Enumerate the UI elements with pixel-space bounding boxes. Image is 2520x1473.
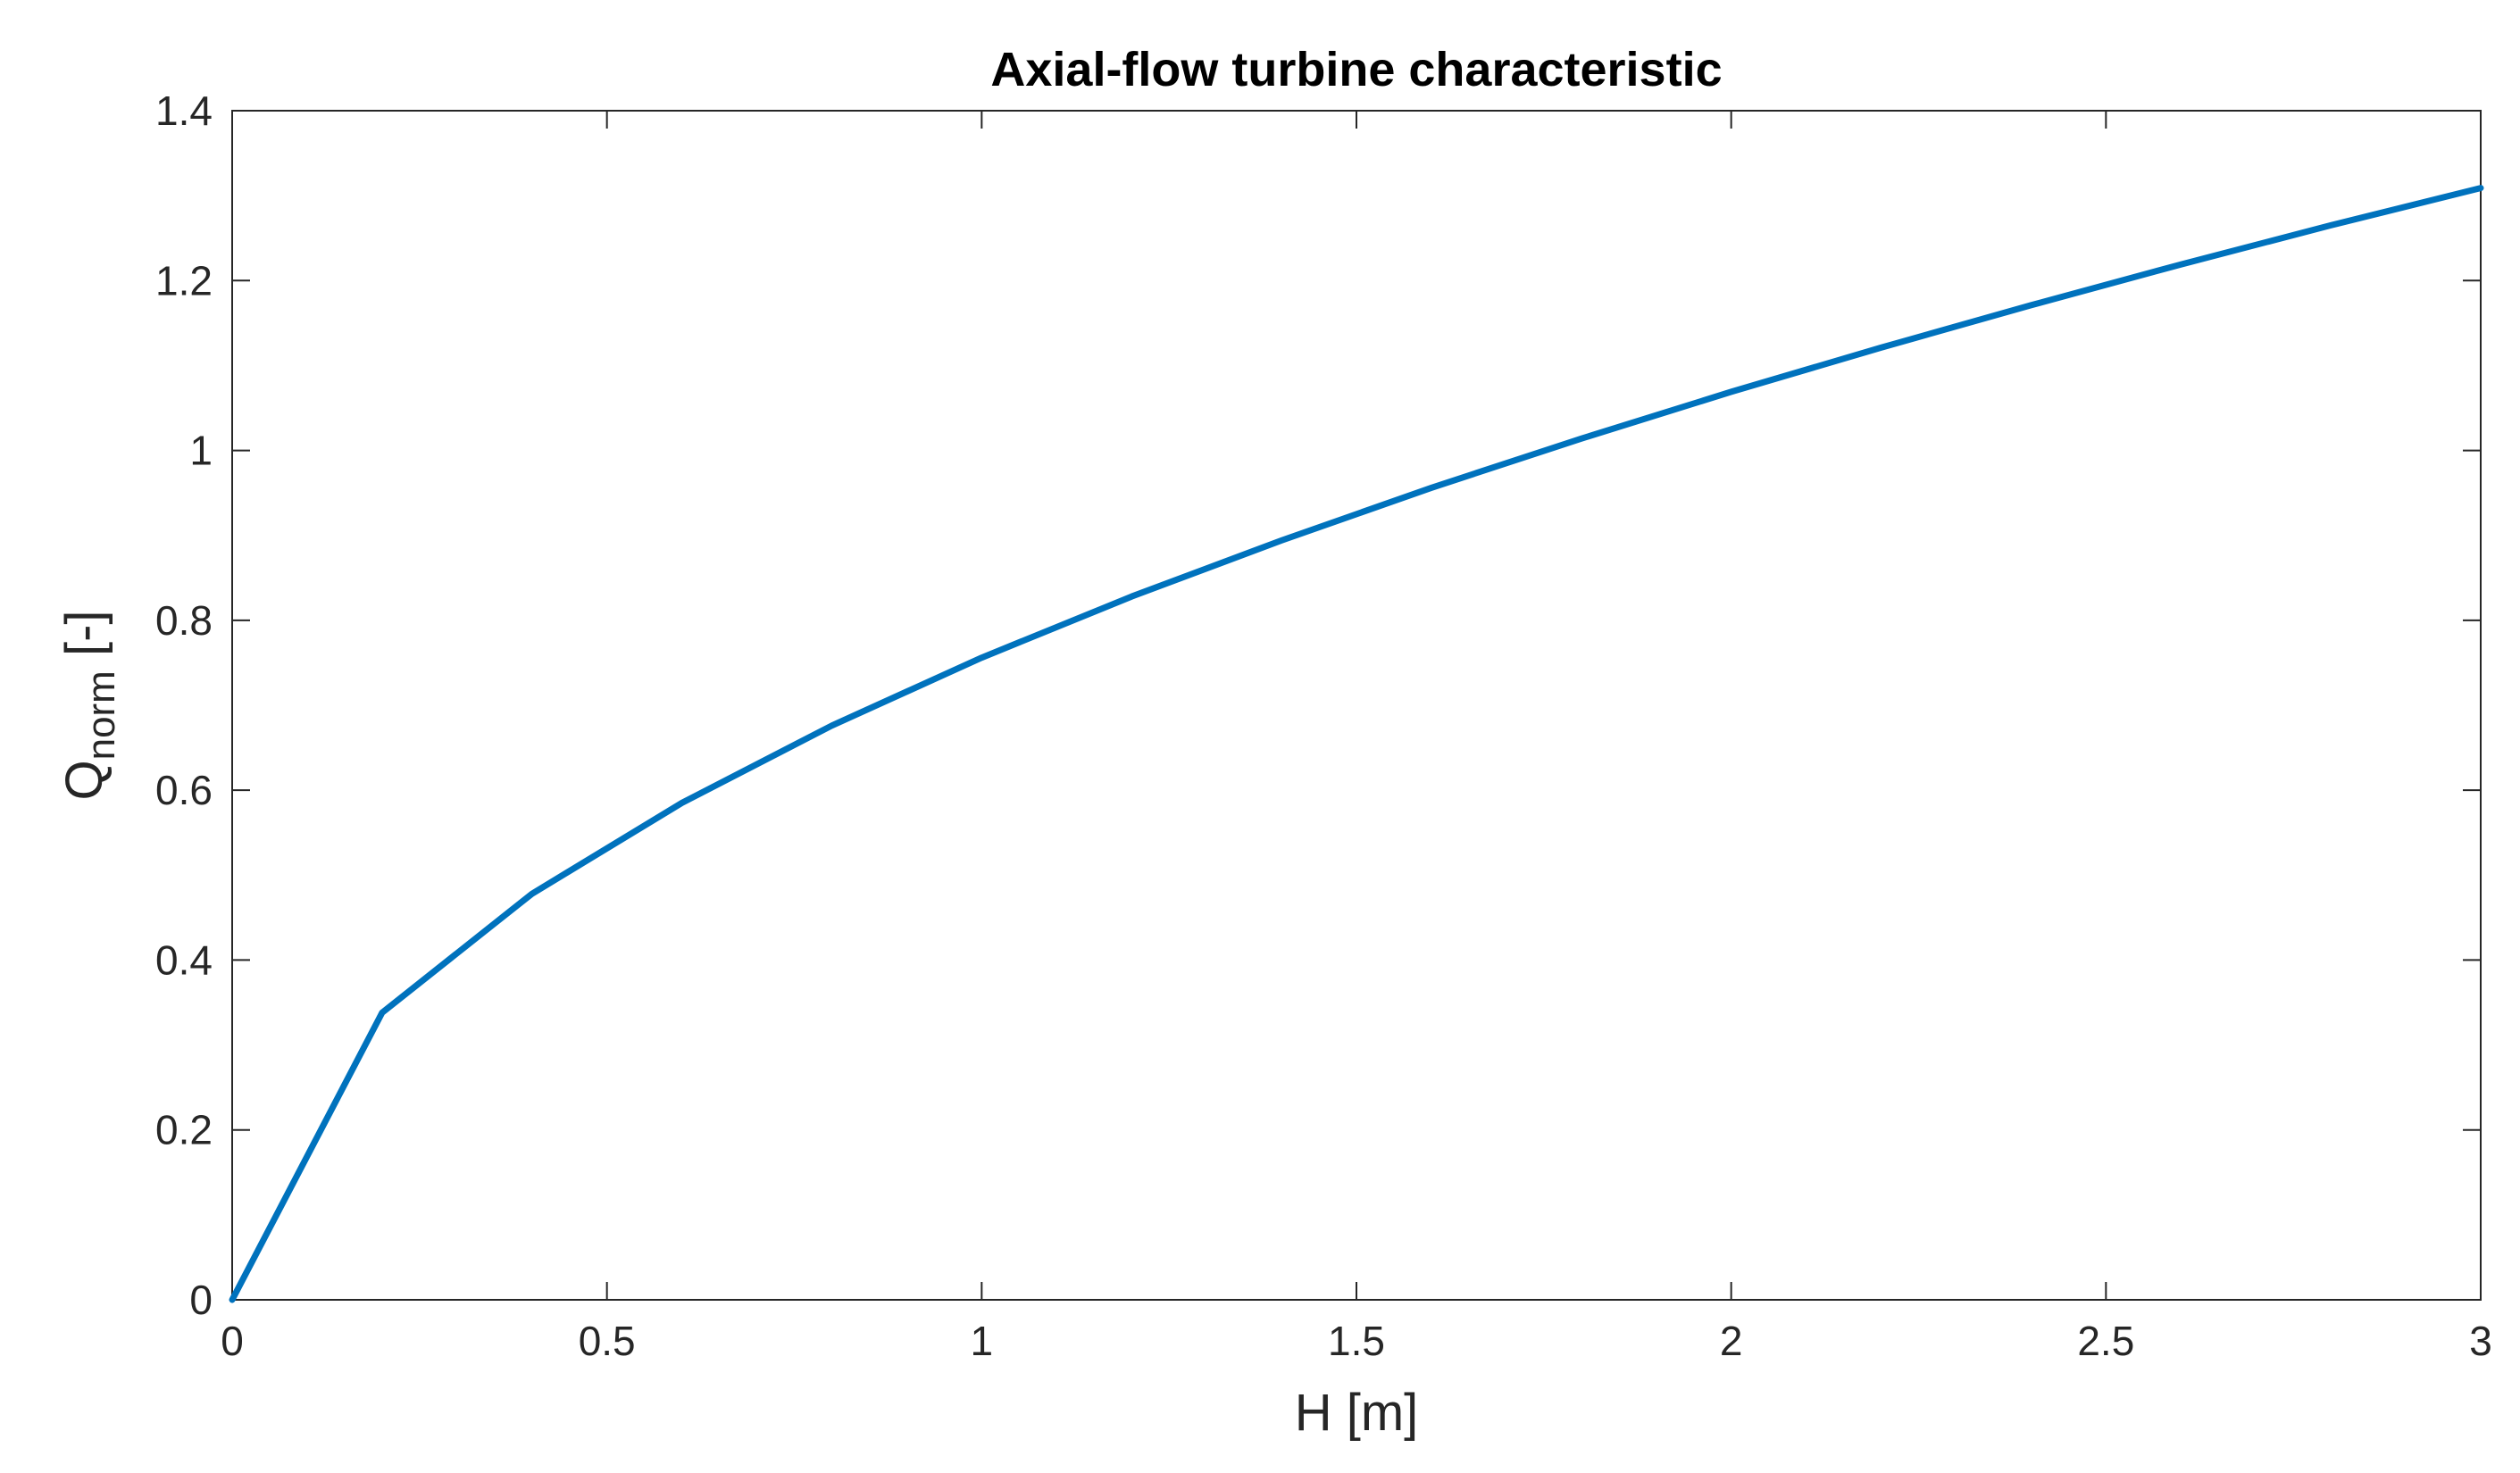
x-tick-label: 0.5 bbox=[579, 1318, 636, 1364]
y-tick-label: 0.6 bbox=[155, 767, 213, 813]
chart-title: Axial-flow turbine characteristic bbox=[990, 43, 1722, 96]
x-tick-label: 0 bbox=[221, 1318, 244, 1364]
x-tick-label: 2 bbox=[1720, 1318, 1743, 1364]
y-axis-label: Qnorm [-] bbox=[55, 610, 123, 800]
y-axis-label-main: Q bbox=[55, 760, 113, 800]
x-tick-label: 3 bbox=[2469, 1318, 2492, 1364]
x-tick-label: 1 bbox=[971, 1318, 994, 1364]
y-tick-label: 1 bbox=[189, 428, 213, 474]
y-tick-label: 0 bbox=[189, 1277, 213, 1323]
x-axis-label: H [m] bbox=[1295, 1384, 1419, 1442]
x-tick-label: 1.5 bbox=[1328, 1318, 1385, 1364]
y-tick-label: 0.2 bbox=[155, 1107, 213, 1153]
y-tick-label: 0.8 bbox=[155, 597, 213, 644]
y-tick-label: 0.4 bbox=[155, 936, 213, 983]
y-tick-label: 1.4 bbox=[155, 87, 213, 134]
y-tick-label: 1.2 bbox=[155, 257, 213, 304]
y-axis: 0 0.2 0.4 0.6 0.8 1 1.2 1.4 bbox=[155, 87, 2481, 1323]
x-axis: 0 0.5 1 1.5 2 2.5 3 bbox=[221, 111, 2492, 1364]
plot-area-frame bbox=[231, 110, 2482, 1301]
series-layer bbox=[229, 185, 2484, 1303]
y-axis-label-suffix: [-] bbox=[55, 610, 113, 670]
y-axis-label-subscript: norm bbox=[79, 670, 123, 760]
series-line bbox=[229, 185, 2484, 1303]
x-tick-label: 2.5 bbox=[2077, 1318, 2134, 1364]
